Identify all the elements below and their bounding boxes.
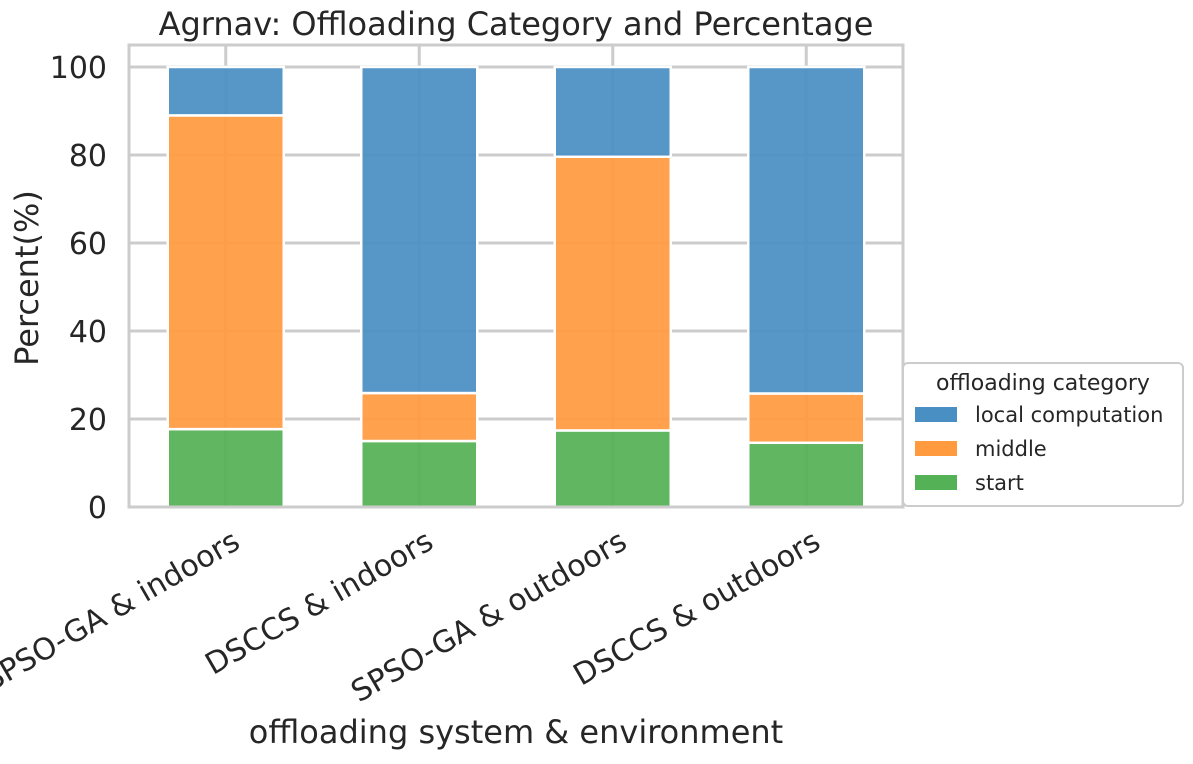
bar-segment-start bbox=[553, 429, 672, 509]
y-tick-label: 80 bbox=[69, 139, 107, 174]
plot-frame bbox=[127, 43, 905, 509]
legend-box bbox=[902, 362, 1184, 507]
bar-segment-middle bbox=[747, 392, 866, 445]
y-tick-label: 0 bbox=[88, 491, 107, 526]
bar-segment-middle bbox=[360, 391, 479, 443]
bar-segment-local-computation bbox=[360, 65, 479, 395]
y-tick-label: 100 bbox=[50, 51, 107, 86]
x-tick-label: SPSO-GA & indoors bbox=[0, 524, 246, 699]
legend-swatch bbox=[915, 407, 957, 422]
bar-segment-middle bbox=[166, 114, 285, 431]
bar-segment-start bbox=[747, 441, 866, 509]
bar-segment-local-computation bbox=[166, 65, 285, 117]
legend-label: local computation bbox=[975, 403, 1163, 427]
legend-title: offloading category bbox=[936, 371, 1150, 396]
y-axis-label: Percent(%) bbox=[8, 190, 46, 366]
bar-segment-local-computation bbox=[747, 65, 866, 395]
x-axis-label: offloading system & environment bbox=[249, 713, 783, 751]
y-tick-label: 20 bbox=[69, 403, 107, 438]
bar-segment-start bbox=[360, 439, 479, 509]
legend-label: start bbox=[975, 471, 1024, 495]
bar-segment-middle bbox=[553, 155, 672, 432]
bar-segment-local-computation bbox=[553, 65, 672, 159]
y-tick-label: 60 bbox=[69, 227, 107, 262]
legend-swatch bbox=[915, 441, 957, 456]
bars bbox=[166, 65, 866, 509]
chart-title: Agrnav: Offloading Category and Percenta… bbox=[159, 5, 874, 43]
legend-label: middle bbox=[975, 437, 1047, 461]
bar-segment-start bbox=[166, 427, 285, 509]
legend-entries: local computation middle start bbox=[915, 403, 1163, 495]
legend-swatch bbox=[915, 475, 957, 490]
y-tick-label: 40 bbox=[69, 315, 107, 350]
legend: offloading category local computation mid… bbox=[902, 362, 1184, 507]
y-tick-labels: 0 20 40 60 80 100 bbox=[50, 51, 107, 526]
